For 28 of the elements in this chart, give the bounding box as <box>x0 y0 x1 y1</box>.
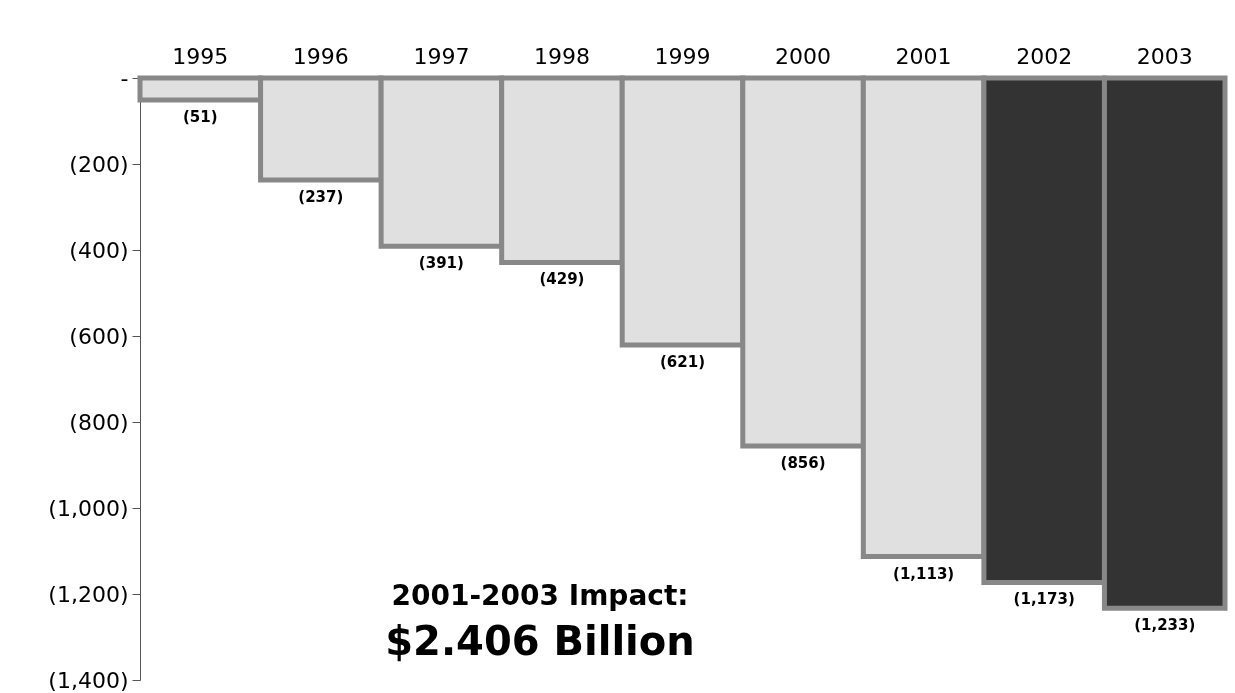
x-tick-label: 2000 <box>775 43 832 69</box>
data-label: (856) <box>780 454 826 473</box>
x-tick-label: 2003 <box>1136 43 1193 69</box>
y-tick-label: - <box>120 65 129 91</box>
y-tick-label: (600) <box>69 323 129 349</box>
x-tick-label: 2002 <box>1016 43 1073 69</box>
x-tick-label: 1999 <box>654 43 711 69</box>
data-label: (429) <box>539 270 585 289</box>
data-label: (621) <box>659 353 706 372</box>
data-label: (1,173) <box>1013 590 1075 609</box>
data-label: (1,233) <box>1134 616 1196 635</box>
y-tick-label: (1,200) <box>48 581 129 607</box>
y-tick-label: (1,400) <box>48 667 129 693</box>
y-tick-label: (400) <box>69 237 129 263</box>
y-tick-label: (800) <box>69 409 129 435</box>
data-label: (51) <box>182 107 218 126</box>
annotation: 2001-2003 Impact: <box>391 579 689 612</box>
x-tick-label: 2001 <box>895 43 952 69</box>
y-tick-label: (1,000) <box>48 495 129 521</box>
data-label: (1,113) <box>893 564 955 583</box>
x-tick-label: 1997 <box>413 43 470 69</box>
data-label: (237) <box>298 187 344 206</box>
x-tick-label: 1996 <box>292 43 349 69</box>
x-tick-label: 1995 <box>172 43 229 69</box>
x-tick-label: 1998 <box>533 43 590 69</box>
annotation: $2.406 Billion <box>385 618 695 664</box>
y-tick-label: (200) <box>69 151 129 177</box>
data-label: (391) <box>418 254 464 273</box>
